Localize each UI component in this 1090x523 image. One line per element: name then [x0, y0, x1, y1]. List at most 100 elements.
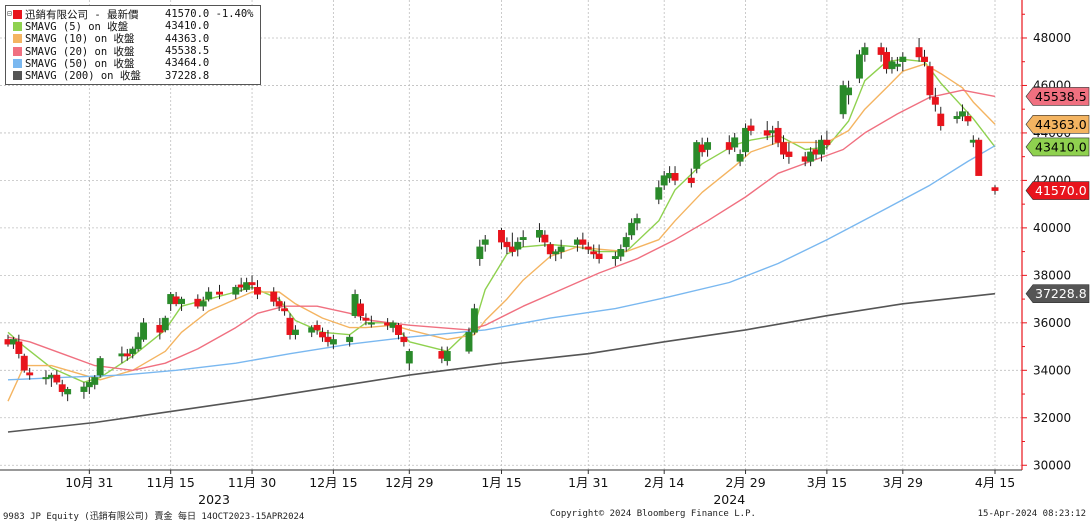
candle [541, 230, 549, 247]
candle [731, 132, 739, 152]
candle-body [64, 389, 72, 395]
candle [899, 52, 907, 72]
footer-timestamp: 15-Apr-2024 08:23:12 [977, 509, 1086, 519]
x-tick-label: 11月 30 [228, 475, 276, 490]
legend-value: 44363.0 [165, 32, 210, 45]
candle-body [839, 85, 847, 115]
last-value-text: 45538.5 [1035, 89, 1087, 104]
candle [346, 334, 354, 347]
candle-body [780, 142, 787, 155]
last-value-text: 43410.0 [1035, 139, 1087, 154]
candle [991, 185, 999, 195]
moving-average-lines [7, 58, 996, 433]
candle-body [877, 47, 885, 55]
last-value-label: 43410.0 [1025, 137, 1090, 157]
candle [329, 334, 337, 349]
legend-item: 迅銷有限公司 - 最新價 41570.0 -1.40% [10, 8, 256, 21]
candle-body [671, 173, 679, 181]
candle-body [243, 282, 251, 290]
y-tick-label: 36000 [1033, 316, 1071, 330]
candle [199, 296, 207, 311]
last-value-label: 45538.5 [1025, 87, 1090, 106]
candle-body [58, 384, 66, 392]
candle [687, 168, 695, 188]
candle [926, 61, 934, 100]
candle [476, 239, 484, 266]
x-year-label: 2023 [198, 492, 230, 507]
x-tick-label: 2月 29 [725, 475, 765, 490]
x-tick-label: 10月 31 [65, 475, 113, 490]
candle [123, 348, 131, 361]
candle-body [367, 322, 375, 325]
candle [254, 280, 261, 300]
candle-body [346, 336, 354, 343]
candle [248, 275, 256, 290]
candle-body [731, 137, 739, 148]
candle-body [91, 377, 99, 385]
candle [400, 332, 408, 347]
candle-body [931, 97, 939, 105]
candle [877, 42, 885, 62]
x-year-label: 2024 [713, 492, 745, 507]
candle-body [893, 63, 901, 67]
candle [780, 135, 787, 160]
candle-body [546, 244, 554, 255]
chart-footer: 9983 JP Equity (迅銷有限公司) 賣金 每日 14OCT2023-… [0, 509, 1090, 523]
candle-body [400, 336, 408, 343]
last-value-tag [1025, 115, 1090, 134]
candle-body [216, 291, 223, 295]
candle-body [823, 139, 831, 146]
x-tick-label: 3月 15 [807, 475, 847, 490]
candle-body [123, 353, 131, 357]
candle-body [915, 47, 923, 58]
candle-body [96, 358, 104, 376]
legend-collapse-icon[interactable]: ⊟ [7, 9, 12, 18]
candle [243, 277, 251, 292]
candle-body [742, 127, 749, 153]
legend-item: SMAVG (10) on 收盤 44363.0 [10, 33, 256, 45]
candle-body [357, 303, 364, 316]
candle [861, 42, 869, 62]
candle-body [921, 56, 928, 62]
candle [546, 242, 554, 259]
series-line-1 [7, 63, 996, 402]
candle [319, 327, 326, 342]
candle-body [232, 286, 240, 295]
candle [839, 80, 847, 119]
candle-body [861, 47, 869, 55]
candle-body [134, 336, 142, 350]
candle-body [818, 139, 825, 155]
candle [893, 56, 901, 72]
candle-body [199, 301, 207, 307]
candle [617, 244, 625, 262]
candle-body [926, 66, 934, 96]
square-swatch-icon [13, 34, 22, 44]
candle [579, 232, 587, 250]
candle [742, 123, 749, 157]
chart-legend: ⊟ 迅銷有限公司 - 最新價 41570.0 -1.40% SMAVG (5) on… [5, 5, 261, 85]
legend-label: SMAVG (10) on 收盤 [25, 33, 135, 46]
candle [514, 237, 522, 257]
candle [774, 121, 782, 148]
candle-body [503, 241, 511, 248]
legend-value: 41570.0 -1.40% [165, 8, 254, 21]
candle [655, 180, 663, 205]
candle [818, 135, 825, 162]
candle-body [20, 355, 28, 371]
legend-item: SMAVG (200) on 收盤 37228.8 [10, 69, 256, 82]
candle-body [286, 317, 294, 335]
candle [595, 244, 603, 264]
candle-body [883, 51, 890, 70]
candle [367, 315, 375, 328]
candle-body [975, 139, 983, 176]
candle-body [395, 324, 402, 335]
candle [622, 232, 630, 252]
x-tick-label: 1月 31 [568, 475, 608, 490]
candle [959, 104, 966, 122]
square-swatch-icon [13, 21, 22, 31]
candle-body [53, 374, 61, 383]
candle [291, 325, 299, 340]
last-value-label: 44363.0 [1025, 115, 1090, 134]
last-value-tag [1025, 87, 1090, 106]
candle-body [785, 151, 793, 157]
